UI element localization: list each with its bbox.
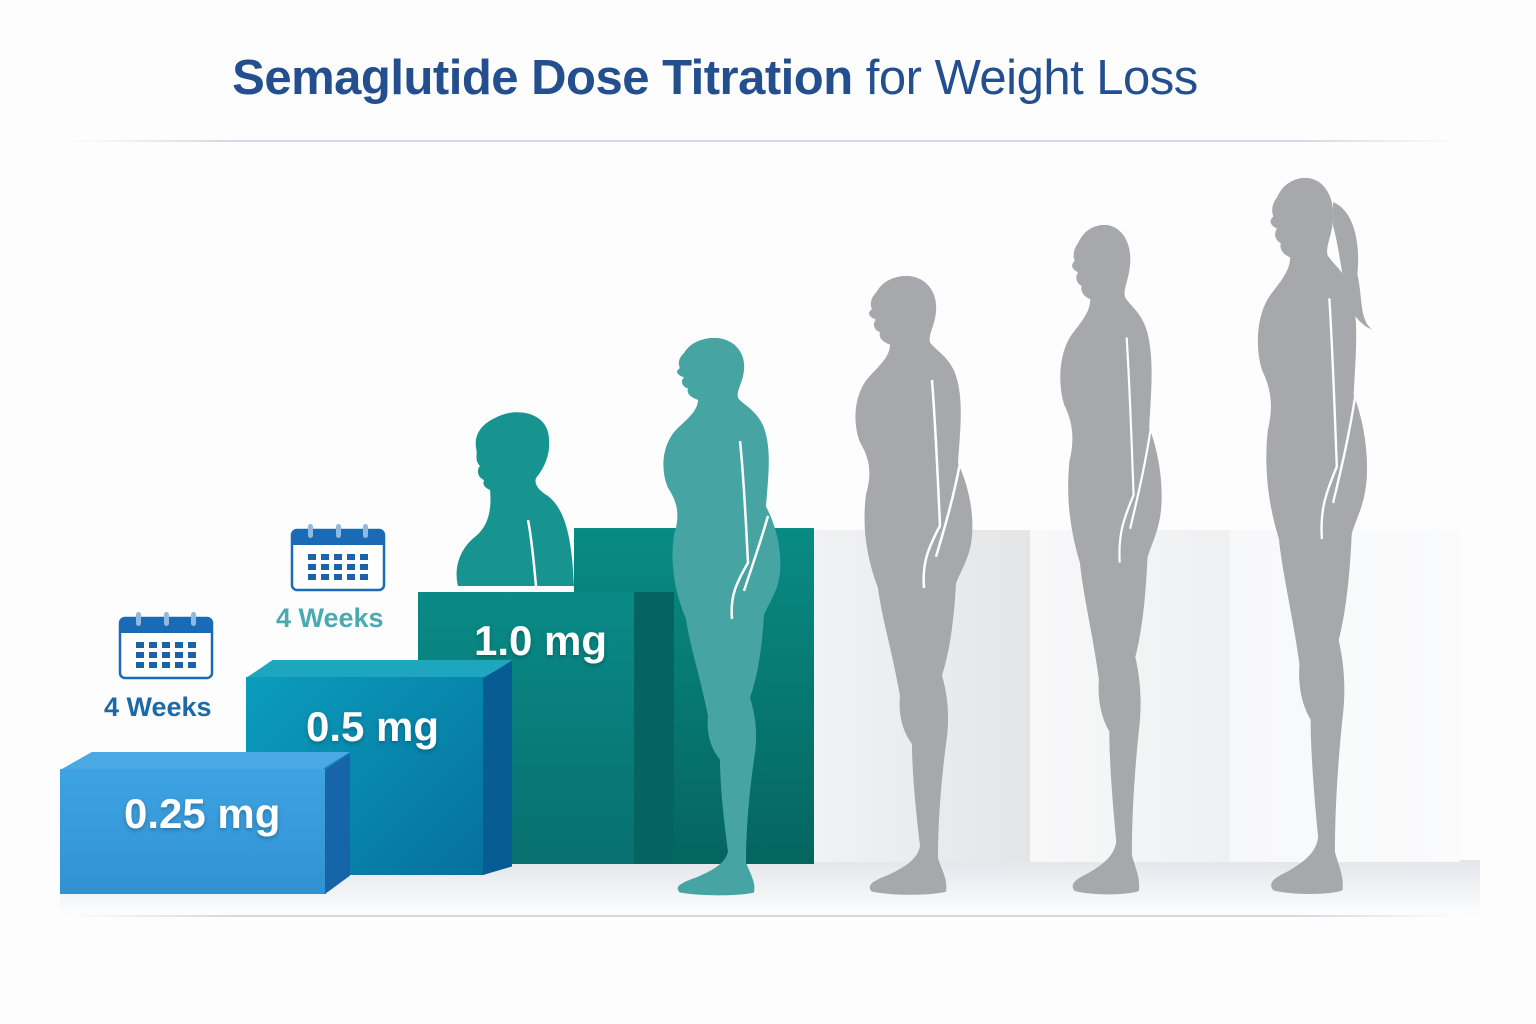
dose-label-0-5mg: 0.5 mg: [306, 703, 440, 750]
block-side-face: [634, 592, 674, 864]
block-front-face: [60, 769, 326, 894]
top-divider: [70, 140, 1460, 142]
calendar-icon: [118, 612, 214, 680]
bottom-divider: [70, 915, 1460, 917]
dose-label-1-0mg: 1.0 mg: [474, 617, 608, 664]
teal-figure-partial: [456, 412, 574, 587]
block-top-face: [60, 752, 350, 770]
block-side-face: [483, 661, 512, 875]
block-top-face: [246, 660, 512, 678]
gray-figure-3: [1257, 178, 1373, 894]
gray-figure-1: [855, 276, 973, 895]
duration-label-step1: 4 Weeks: [104, 692, 212, 722]
page-title: Semaglutide Dose Titration for Weight Lo…: [0, 50, 1430, 106]
title-regular: for Weight Loss: [852, 51, 1199, 105]
block-side-face: [325, 753, 350, 894]
dose-label-0-25mg: 0.25 mg: [124, 790, 281, 837]
dose-block-0-25mg: [60, 752, 350, 894]
calendar-icon: [290, 524, 386, 592]
gray-figure-2: [1060, 225, 1162, 895]
teal-figure: [663, 338, 781, 896]
title-bold: Semaglutide Dose Titration: [232, 51, 853, 105]
duration-label-step2: 4 Weeks: [276, 603, 384, 633]
